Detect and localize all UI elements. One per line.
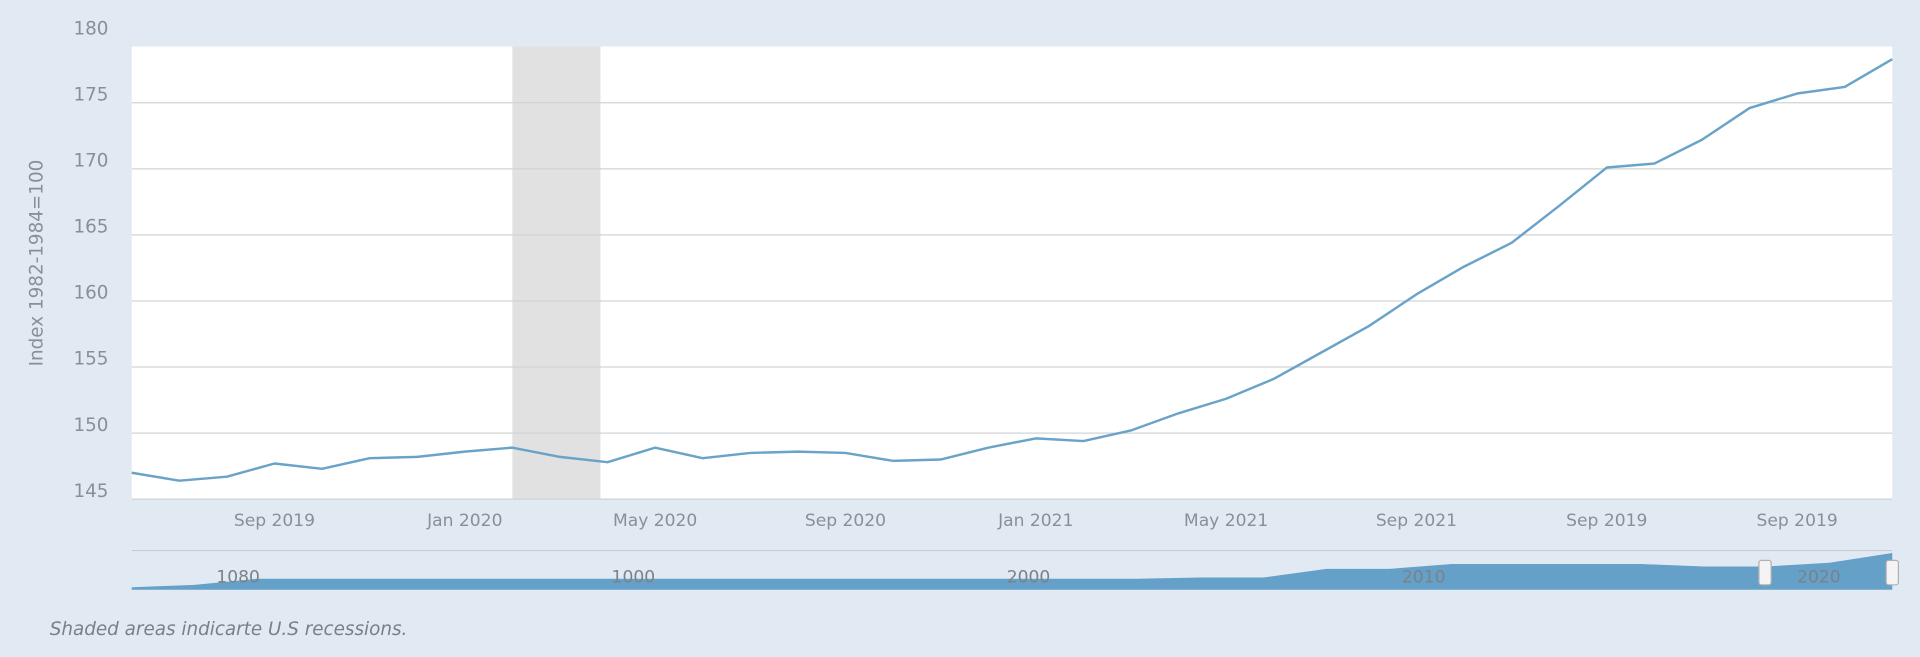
- navigator-handle[interactable]: [1885, 559, 1900, 586]
- y-tick-label: 175: [73, 84, 108, 105]
- y-tick-label: 145: [73, 481, 108, 502]
- data-line: [131, 58, 1893, 482]
- x-tick-label: Sep 2021: [1376, 511, 1457, 531]
- x-tick-label: Jan 2020: [426, 511, 502, 531]
- y-tick-label: 150: [73, 415, 108, 436]
- x-tick-label: May 2021: [1184, 511, 1268, 531]
- y-tick-label: 160: [73, 283, 108, 304]
- x-tick-label: May 2020: [613, 511, 697, 531]
- x-tick-label: Sep 2019: [234, 511, 315, 531]
- y-tick-label: 180: [73, 18, 108, 39]
- footnote: Shaded areas indicarte U.S recessions.: [50, 619, 408, 640]
- x-tick-label: Sep 2019: [1756, 511, 1837, 531]
- navigator-label: 1080: [216, 567, 260, 587]
- x-tick-label: Sep 2019: [1566, 511, 1647, 531]
- plot-area: [131, 46, 1893, 500]
- navigator-label: 2020: [1797, 567, 1841, 587]
- x-tick-label: Sep 2020: [805, 511, 886, 531]
- x-tick-label: Jan 2021: [997, 511, 1073, 531]
- navigator-area: [131, 553, 1893, 590]
- navigator-label: 2000: [1007, 567, 1051, 587]
- navigator-label: 2010: [1402, 567, 1446, 587]
- recession-band: [512, 46, 601, 500]
- y-tick-label: 170: [73, 150, 108, 171]
- navigator-label: 1000: [612, 567, 656, 587]
- y-tick-label: 165: [73, 217, 108, 238]
- y-tick-label: 155: [73, 349, 108, 370]
- y-axis-label: Index 1982-1984=100: [27, 160, 48, 367]
- navigator-handle[interactable]: [1758, 559, 1772, 586]
